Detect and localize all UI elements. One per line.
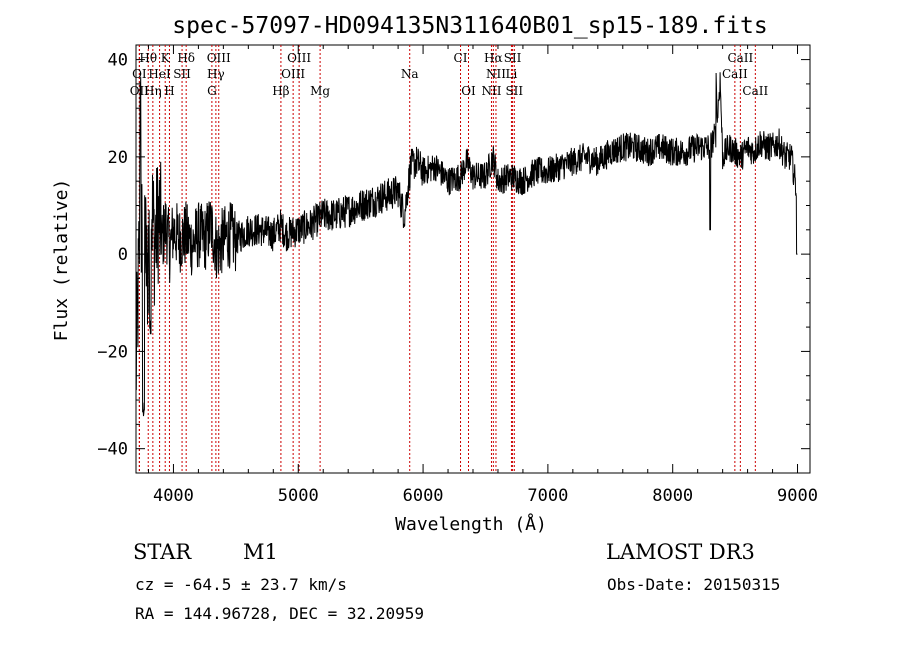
spectral-line-label: Hβ	[272, 84, 289, 98]
x-tick-label: 6000	[403, 486, 444, 506]
spectral-line-label: Hη	[144, 84, 162, 98]
spectral-line-label: SII	[505, 84, 523, 98]
coordinates: RA = 144.96728, DEC = 32.20959	[135, 604, 424, 623]
x-tick-label: 9000	[777, 486, 818, 506]
spectral-line-label: H	[164, 84, 174, 98]
spectral-line-label: Li	[506, 67, 518, 81]
spectral-line-markers	[138, 45, 756, 473]
spectral-line-label: Hθ	[139, 51, 157, 65]
y-tick-label: −40	[97, 440, 128, 460]
spectral-line-label: OI	[132, 67, 147, 81]
y-tick-label: 40	[108, 51, 128, 71]
spectral-line-label: SII	[504, 51, 522, 65]
plot-frame	[135, 44, 811, 474]
x-tick-label: 8000	[652, 486, 693, 506]
spectral-line-label: SII	[173, 67, 191, 81]
spectral-line-label: G	[207, 84, 217, 98]
spectral-line-label: CaII	[722, 67, 748, 81]
spectral-line-label: Hγ	[207, 67, 225, 81]
spectral-line-label: OII	[130, 84, 150, 98]
spectral-line-label: OIII	[287, 51, 311, 65]
redshift-text: cz = -64.5 ± 23.7 km/s	[135, 575, 347, 594]
chart-title: spec-57097-HD094135N311640B01_sp15-189.f…	[172, 13, 767, 39]
object-class: STAR	[133, 540, 192, 564]
spectral-line-label: OIII	[207, 51, 231, 65]
obs-date: Obs-Date: 20150315	[607, 575, 780, 594]
info-panel: STAR M1 LAMOST DR3 cz = -64.5 ± 23.7 km/…	[133, 540, 780, 623]
spectral-line-label: Mg	[310, 84, 330, 98]
y-tick-label: 0	[118, 245, 128, 265]
spectrum-line	[135, 72, 798, 417]
spectral-line-label: Hδ	[177, 51, 195, 65]
y-tick-label: −20	[97, 342, 128, 362]
spectral-line-label: CaII	[742, 84, 768, 98]
y-axis-label: Flux (relative)	[51, 179, 72, 342]
x-tick-label: 5000	[278, 486, 319, 506]
spectrum-series	[135, 72, 798, 417]
spectral-line-label: NII	[481, 84, 501, 98]
object-subclass: M1	[243, 540, 278, 564]
x-tick-label: 4000	[153, 486, 194, 506]
spectral-line-label: HeI	[148, 67, 171, 81]
y-tick-label: 20	[108, 148, 128, 168]
spectral-line-label: K	[161, 51, 171, 65]
spectral-line-label: Na	[401, 67, 419, 81]
spectral-line-label: OIII	[281, 67, 305, 81]
survey-name: LAMOST DR3	[606, 540, 755, 564]
x-tick-label: 7000	[527, 486, 568, 506]
x-axis-label: Wavelength (Å)	[395, 513, 547, 535]
spectral-line-label: Hα	[484, 51, 503, 65]
spectral-line-label: OI	[461, 84, 476, 98]
axis-ticks: 4000 5000 6000 7000 8000 9000 −40 −20 0 20 40	[97, 45, 818, 506]
spectral-line-label: NII	[486, 67, 506, 81]
spectral-line-label: CaII	[727, 51, 753, 65]
spectral-line-label: CI	[454, 51, 468, 65]
